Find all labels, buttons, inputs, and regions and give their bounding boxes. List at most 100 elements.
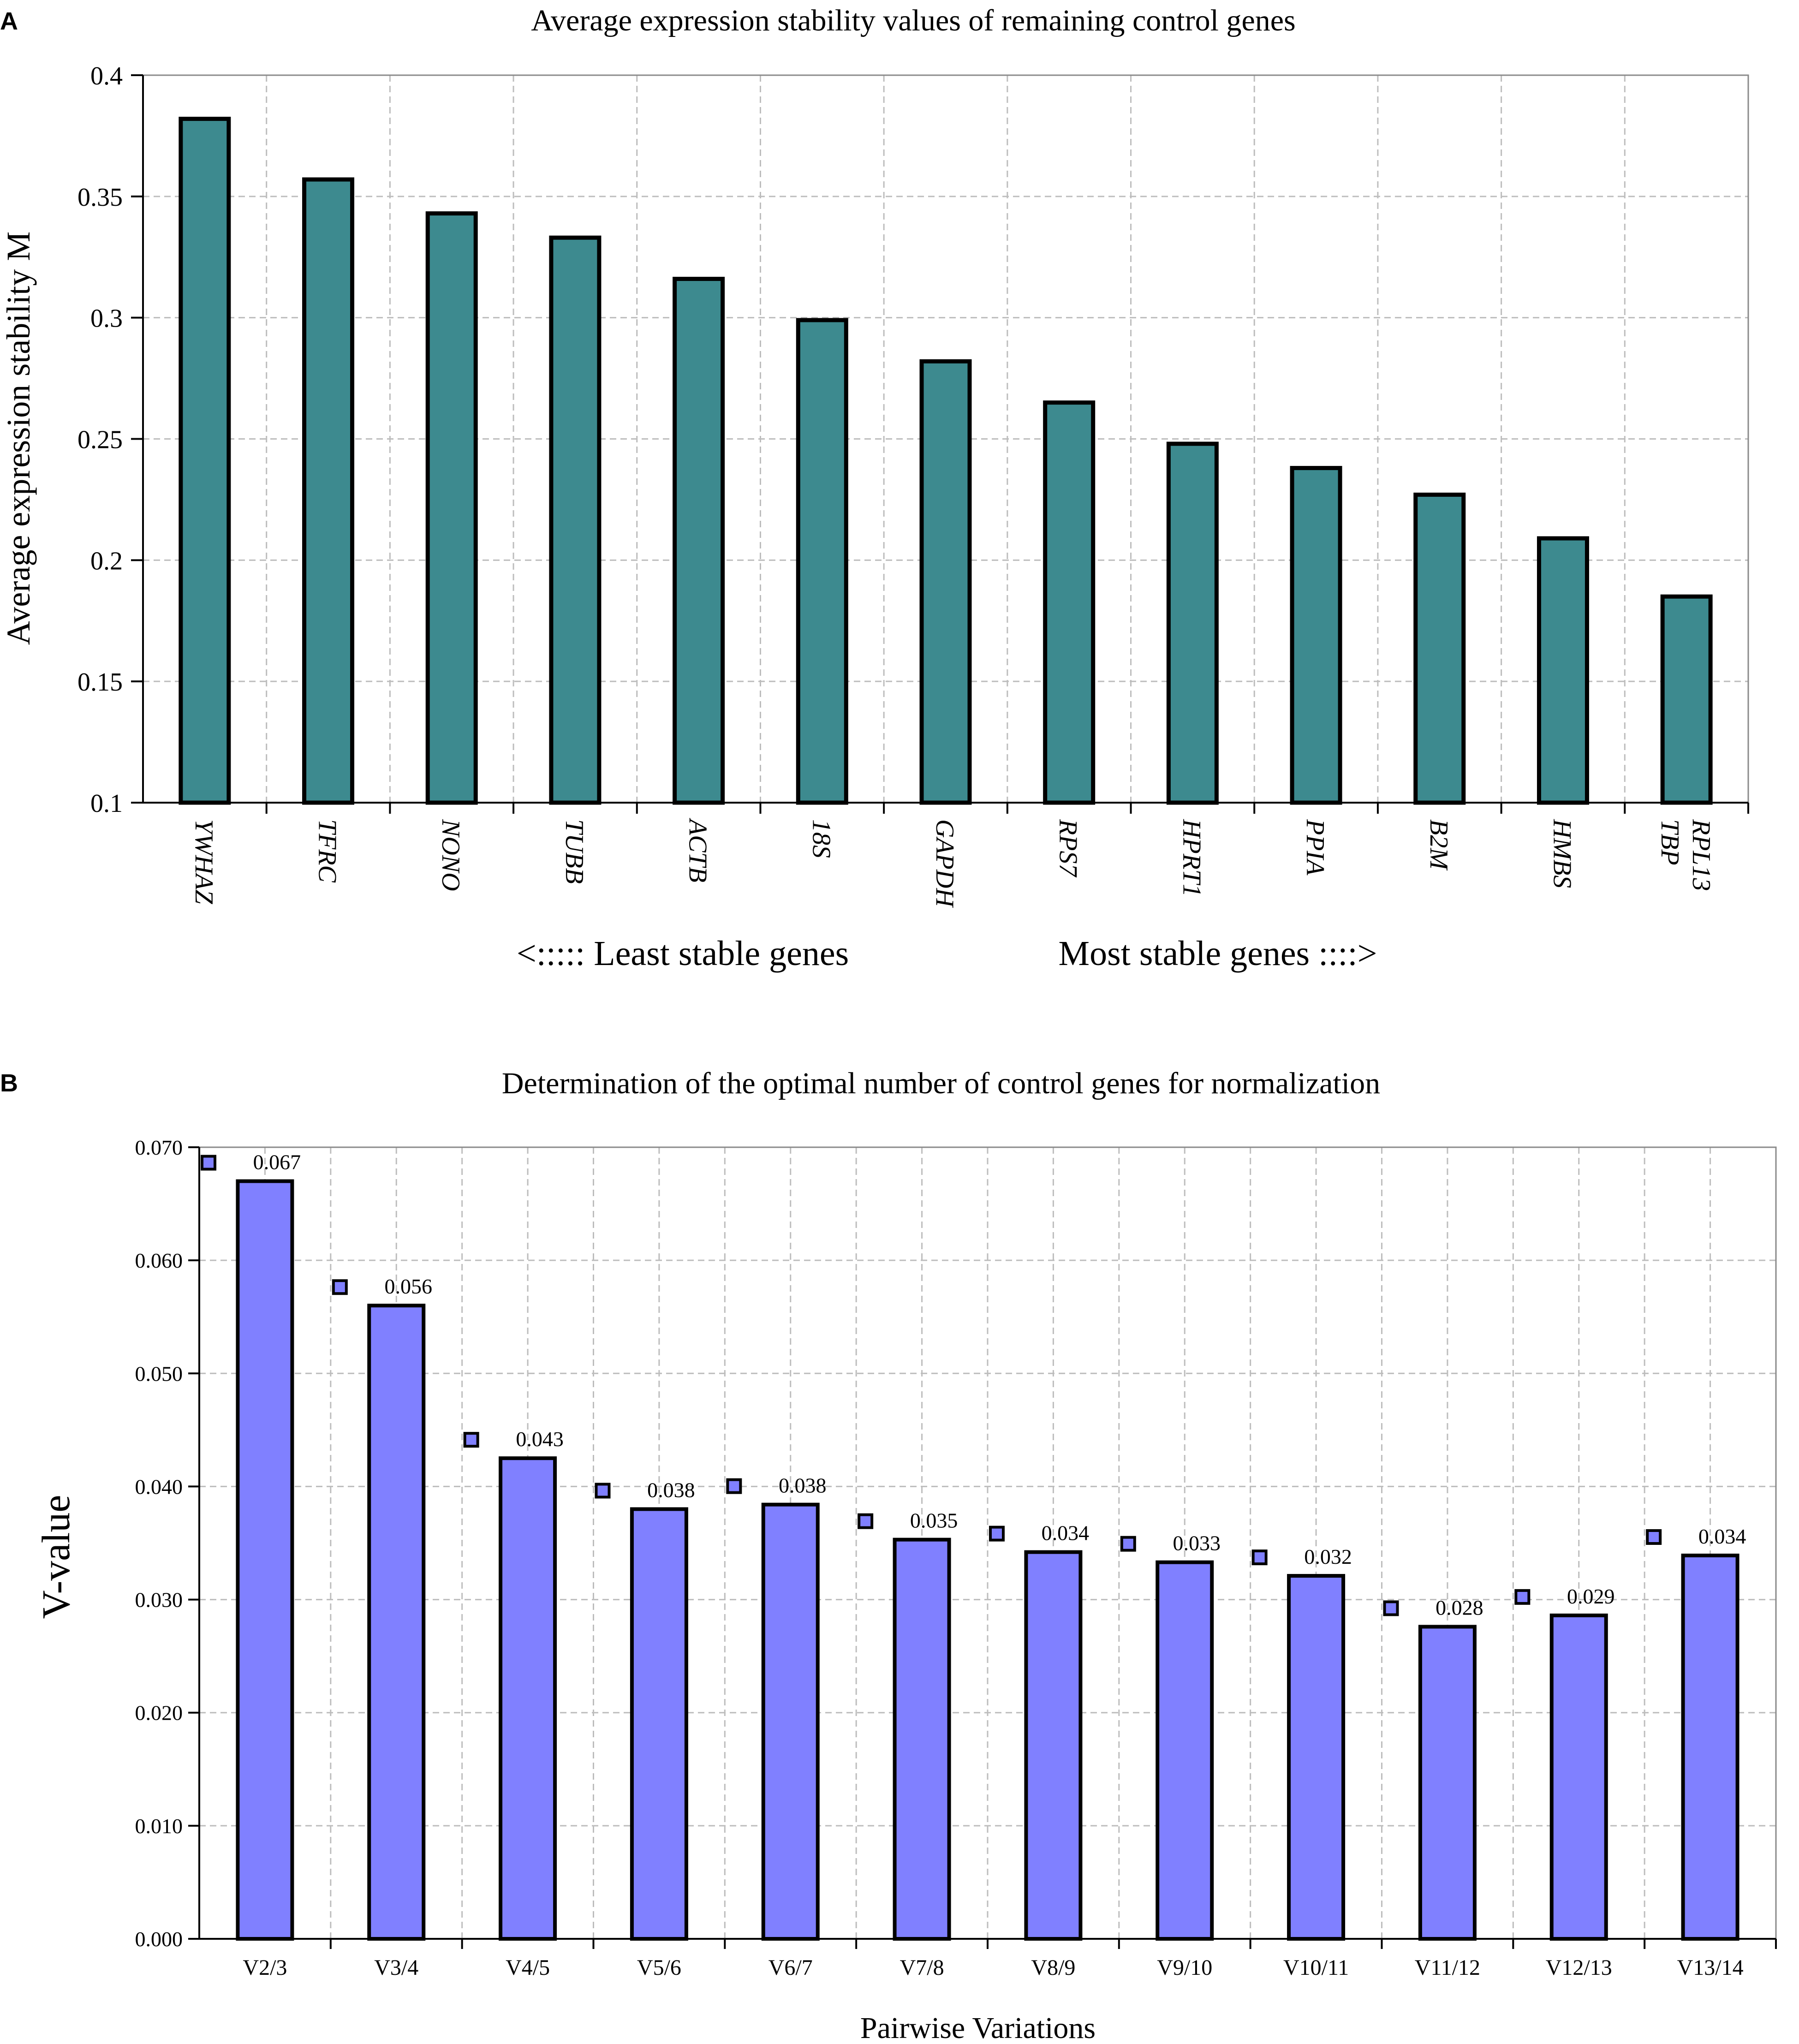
- panel-b-data-label: 0.029: [1567, 1585, 1615, 1608]
- panel-b-data-label: 0.043: [516, 1427, 564, 1451]
- panel-b-data-label: 0.038: [779, 1474, 827, 1497]
- panel-a-x-tick-label: TFRC: [313, 819, 342, 883]
- panel-b-x-tick-label: V4/5: [506, 1955, 550, 1980]
- panel-b-data-label: 0.038: [647, 1478, 695, 1502]
- panel-b-bar: [367, 1304, 426, 1941]
- panel-a-y-tick-label: 0.3: [90, 304, 123, 333]
- panel-a-x-tick-text: TBP: [1656, 819, 1684, 865]
- panel-b-marker: [1120, 1536, 1136, 1552]
- panel-b-x-tick-label: V7/8: [900, 1955, 944, 1980]
- panel-a-y-tick-label: 0.1: [90, 789, 123, 818]
- panel-b-y-tick-label: 0.000: [135, 1927, 183, 1951]
- panel-a-y-tick-label: 0.2: [90, 547, 123, 575]
- panel-a-bar: [1537, 536, 1589, 805]
- panel-a-y-axis-label: Average expression stability M: [0, 232, 37, 645]
- panel-b-bar: [1418, 1625, 1477, 1941]
- panel-a-bar: [796, 318, 848, 805]
- panel-a-x-tick-label: HPRT1: [1177, 819, 1206, 897]
- panel-b-y-tick-label: 0.010: [135, 1814, 183, 1838]
- panel-b-x-tick-label: V10/11: [1283, 1955, 1349, 1980]
- panel-b-data-label: 0.028: [1436, 1596, 1483, 1619]
- panel-b-x-tick-label: V12/13: [1546, 1955, 1612, 1980]
- panel-a-y-ticks: 0.1 0.15 0.2 0.25 0.3 0.35 0.4: [77, 62, 143, 818]
- panel-a-bar: [919, 359, 972, 805]
- panel-b-x-ticks: V2/3 V3/4 V4/5 V5/6 V6/7 V7/8 V8/9 V9/10 V10/11 V…: [243, 1939, 1777, 1980]
- panel-a-x-tick-text: ACTB: [684, 817, 712, 882]
- panel-a-bar: [179, 117, 231, 805]
- panel-a-x-tick-label: NONO: [436, 819, 465, 891]
- panel-b-bar: [1024, 1550, 1083, 1941]
- panel-a-bar: [673, 277, 725, 805]
- panel-b-bar: [499, 1456, 557, 1941]
- panel-b-marker: [1514, 1589, 1531, 1605]
- panel-b-gridlines: [198, 1146, 1777, 1940]
- panel-a-x-tick-label: B2M: [1424, 819, 1453, 871]
- panel-a-annotation-least-stable: <::::: Least stable genes: [517, 934, 849, 973]
- panel-b-y-tick-label: 0.070: [135, 1136, 183, 1159]
- panel-b-x-tick-label: V11/12: [1415, 1955, 1480, 1980]
- panel-b-marker: [989, 1526, 1005, 1542]
- panel-b-data-label: 0.067: [253, 1150, 301, 1174]
- panel-a-x-tick-text: B2M: [1424, 819, 1453, 871]
- panel-b-chart: B Determination of the optimal number of…: [0, 1067, 1777, 2044]
- panel-a-x-tick-text: 18S: [807, 819, 835, 858]
- panel-a-x-tick-label: GAPDH: [930, 819, 959, 908]
- panel-b-data-label: 0.034: [1698, 1525, 1746, 1548]
- panel-b-marker: [1646, 1529, 1662, 1545]
- panel-b-y-tick-label: 0.030: [135, 1588, 183, 1612]
- panel-b-marker: [595, 1483, 611, 1499]
- panel-a-bar: [549, 235, 602, 805]
- panel-b-data-label: 0.033: [1173, 1532, 1221, 1555]
- panel-a-y-tick-label: 0.35: [77, 183, 123, 212]
- panel-b-x-tick-label: V2/3: [243, 1955, 287, 1980]
- panel-a-x-tick-label: TBP RPL13: [1656, 819, 1716, 891]
- panel-b-bar: [236, 1179, 294, 1941]
- panel-b-x-axis-label: Pairwise Variations: [860, 2011, 1096, 2044]
- panel-b-y-tick-label: 0.020: [135, 1701, 183, 1725]
- panel-b-y-tick-label: 0.060: [135, 1249, 183, 1272]
- panel-a-bar: [1413, 492, 1466, 805]
- panel-a-bar: [302, 177, 355, 805]
- panel-b-marker: [726, 1478, 742, 1494]
- panel-a-x-tick-text: RPL13: [1687, 819, 1716, 891]
- panel-b-bar: [1156, 1560, 1214, 1941]
- panel-a-x-tick-label: PPIA: [1301, 819, 1329, 876]
- panel-b-marker: [201, 1155, 216, 1171]
- panel-b-bars: [236, 1179, 1739, 1941]
- panel-b-x-tick-label: V3/4: [374, 1955, 418, 1980]
- panel-b-data-label: 0.034: [1042, 1521, 1090, 1545]
- panel-a-bars: [179, 117, 1713, 805]
- panel-b-letter: B: [0, 1069, 18, 1097]
- panel-b-marker: [1383, 1600, 1399, 1616]
- panel-a-x-tick-label: TUBB: [560, 819, 589, 884]
- panel-a-bar: [425, 211, 478, 805]
- panel-a-x-tick-label: ACTB: [684, 817, 712, 882]
- panel-a-y-tick-label: 0.4: [90, 62, 123, 90]
- panel-b-title: Determination of the optimal number of c…: [502, 1067, 1380, 1100]
- panel-a-x-tick-text: YWHAZ: [190, 819, 218, 904]
- panel-b-bar: [630, 1507, 688, 1941]
- panel-a-x-tick-text: TFRC: [313, 819, 342, 883]
- panel-b-y-ticks: 0.000 0.010 0.020 0.030 0.040 0.050 0.060 0.070: [135, 1136, 199, 1951]
- panel-b-bar: [1681, 1553, 1739, 1941]
- panel-a-bar: [1043, 400, 1096, 805]
- panel-a-x-tick-text: HPRT1: [1177, 819, 1206, 897]
- panel-b-bar: [1549, 1613, 1608, 1941]
- panel-b-bar: [893, 1537, 951, 1941]
- panel-a-letter: A: [0, 7, 18, 35]
- panel-b-data-label: 0.032: [1304, 1545, 1352, 1568]
- panel-a-x-ticks: YWHAZ TFRC NONO TUBB ACTB 18S GAPDH RPS7 HPRT1 PP…: [190, 803, 1749, 908]
- panel-b-x-tick-label: V13/14: [1677, 1955, 1744, 1980]
- panel-b-data-label: 0.035: [910, 1509, 958, 1532]
- panel-a-x-tick-text: TUBB: [560, 819, 589, 884]
- panel-a-y-tick-label: 0.25: [77, 426, 123, 454]
- panel-b-y-tick-label: 0.040: [135, 1475, 183, 1498]
- panel-b-x-tick-label: V5/6: [637, 1955, 681, 1980]
- panel-a-bar: [1166, 441, 1219, 805]
- panel-a-x-tick-label: YWHAZ: [190, 819, 218, 904]
- panel-a-x-tick-text: PPIA: [1301, 819, 1329, 876]
- panel-b-marker: [332, 1279, 348, 1295]
- panel-a-x-tick-label: RPS7: [1054, 819, 1083, 877]
- panel-b-x-tick-label: V8/9: [1031, 1955, 1075, 1980]
